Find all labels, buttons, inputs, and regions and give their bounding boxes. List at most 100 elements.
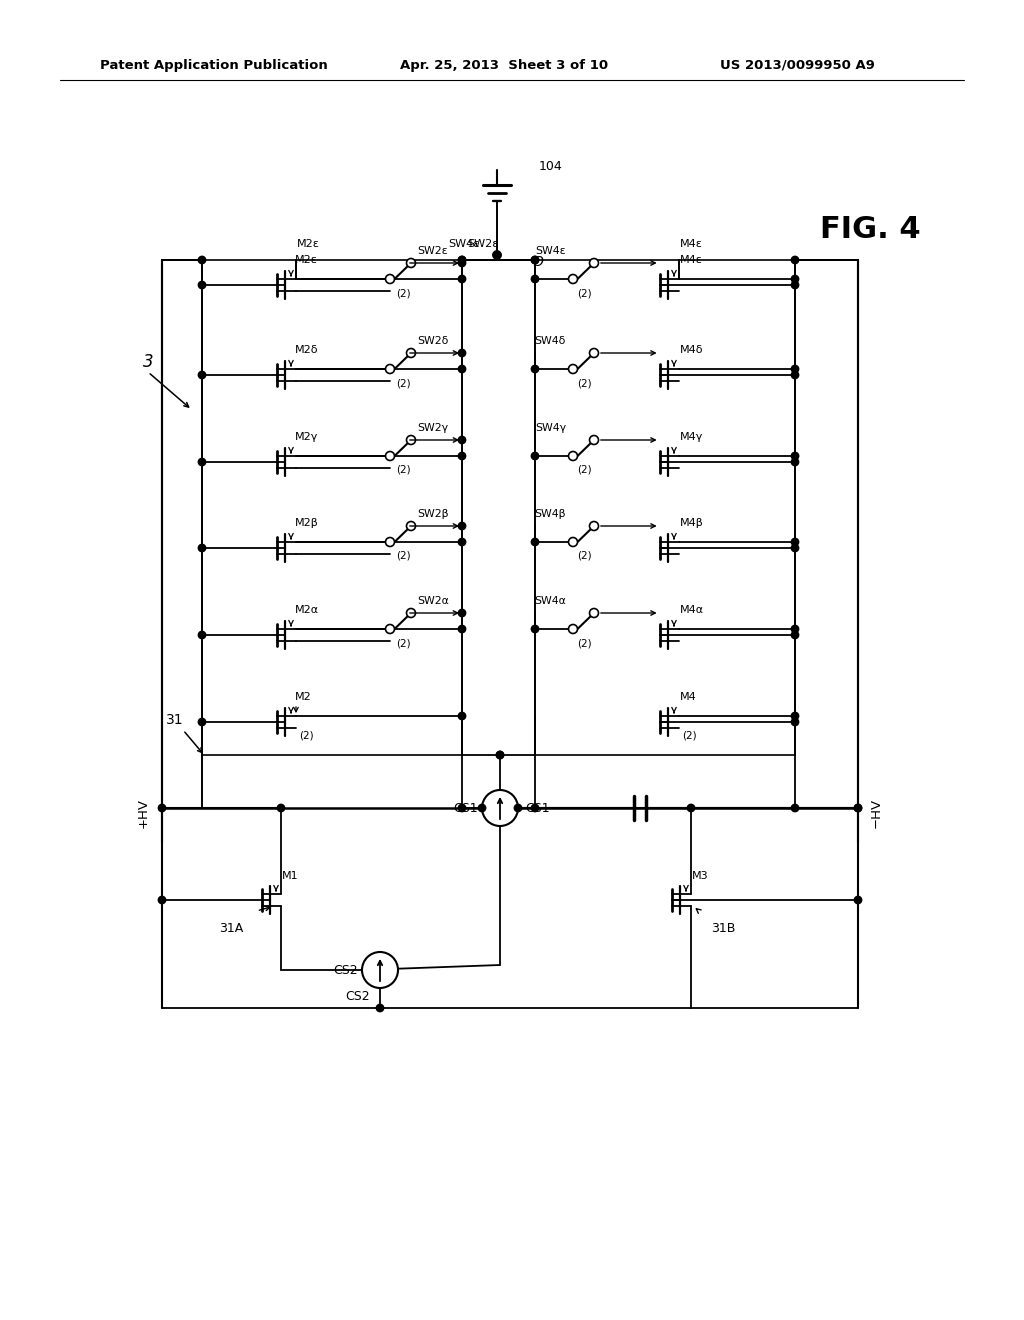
Circle shape [407,259,416,268]
Circle shape [854,804,861,812]
Circle shape [459,523,466,529]
Circle shape [385,624,394,634]
Circle shape [482,789,518,826]
Text: CS2: CS2 [346,990,371,1002]
Text: (2): (2) [395,550,411,561]
Text: SW4α: SW4α [535,597,566,606]
Text: (2): (2) [577,465,591,475]
Text: M4β: M4β [680,517,703,528]
Circle shape [497,751,504,759]
Text: SW2α: SW2α [417,597,449,606]
Text: SW4δ: SW4δ [535,337,566,346]
Circle shape [568,275,578,284]
Circle shape [278,804,285,812]
Text: M4: M4 [680,692,696,702]
Circle shape [792,804,799,812]
Circle shape [792,458,799,466]
Circle shape [792,371,799,379]
Circle shape [199,281,206,289]
Text: M1: M1 [282,871,299,880]
Circle shape [199,631,206,639]
Circle shape [792,713,799,719]
Text: M4ε: M4ε [680,239,702,249]
Circle shape [459,539,466,545]
Circle shape [199,718,206,726]
Circle shape [514,804,521,812]
Circle shape [568,537,578,546]
Text: (2): (2) [395,465,411,475]
Text: 3: 3 [142,352,154,371]
Text: SW4ε: SW4ε [449,239,480,249]
Circle shape [792,544,799,552]
Circle shape [687,804,694,812]
Text: (2): (2) [682,731,696,741]
Circle shape [590,259,598,268]
Text: SW2γ: SW2γ [417,422,449,433]
Text: O: O [532,255,543,269]
Text: M4γ: M4γ [680,432,703,442]
Circle shape [459,713,466,719]
Circle shape [531,626,539,632]
Circle shape [568,364,578,374]
Circle shape [459,804,466,812]
Circle shape [459,366,466,372]
Text: (2): (2) [577,378,591,388]
Text: CS1: CS1 [525,801,550,814]
Circle shape [792,366,799,372]
Circle shape [590,609,598,618]
Bar [202,260,462,755]
Text: SW4β: SW4β [535,510,566,519]
Bar [535,260,795,755]
Text: (2): (2) [395,288,411,298]
Circle shape [199,544,206,552]
Circle shape [590,348,598,358]
Circle shape [792,631,799,639]
Text: SW2δ: SW2δ [417,337,449,346]
Circle shape [199,371,206,379]
Text: (2): (2) [395,378,411,388]
Circle shape [478,804,485,812]
Circle shape [459,256,466,264]
Circle shape [159,804,166,812]
Text: 104: 104 [539,161,563,173]
Text: M2α: M2α [295,605,319,615]
Circle shape [568,451,578,461]
Text: 31B: 31B [711,921,735,935]
Circle shape [493,251,501,259]
Circle shape [531,539,539,545]
Text: (2): (2) [577,550,591,561]
Text: SW4γ: SW4γ [535,422,566,433]
Circle shape [792,718,799,726]
Circle shape [459,453,466,459]
Text: M3: M3 [692,871,709,880]
Text: SW4ε: SW4ε [536,246,566,256]
Circle shape [385,537,394,546]
Circle shape [459,626,466,632]
Text: (2): (2) [577,288,591,298]
Circle shape [531,256,539,264]
Circle shape [854,804,861,812]
Text: M4δ: M4δ [680,345,703,355]
Text: CS2: CS2 [334,964,358,977]
Circle shape [407,609,416,618]
Circle shape [531,804,539,812]
Text: M2β: M2β [295,517,318,528]
Circle shape [792,276,799,282]
Circle shape [459,350,466,356]
Text: M2ε: M2ε [297,239,319,249]
Circle shape [792,626,799,632]
Circle shape [385,364,394,374]
Text: SW2β: SW2β [417,510,449,519]
Circle shape [531,276,539,282]
Circle shape [159,896,166,903]
Circle shape [792,453,799,459]
Circle shape [792,539,799,545]
Text: M2ε: M2ε [295,255,317,265]
Circle shape [590,436,598,445]
Circle shape [199,458,206,466]
Text: (2): (2) [395,638,411,648]
Text: US 2013/0099950 A9: US 2013/0099950 A9 [720,58,874,71]
Text: (2): (2) [299,731,313,741]
Text: M2δ: M2δ [295,345,318,355]
Circle shape [459,256,466,264]
